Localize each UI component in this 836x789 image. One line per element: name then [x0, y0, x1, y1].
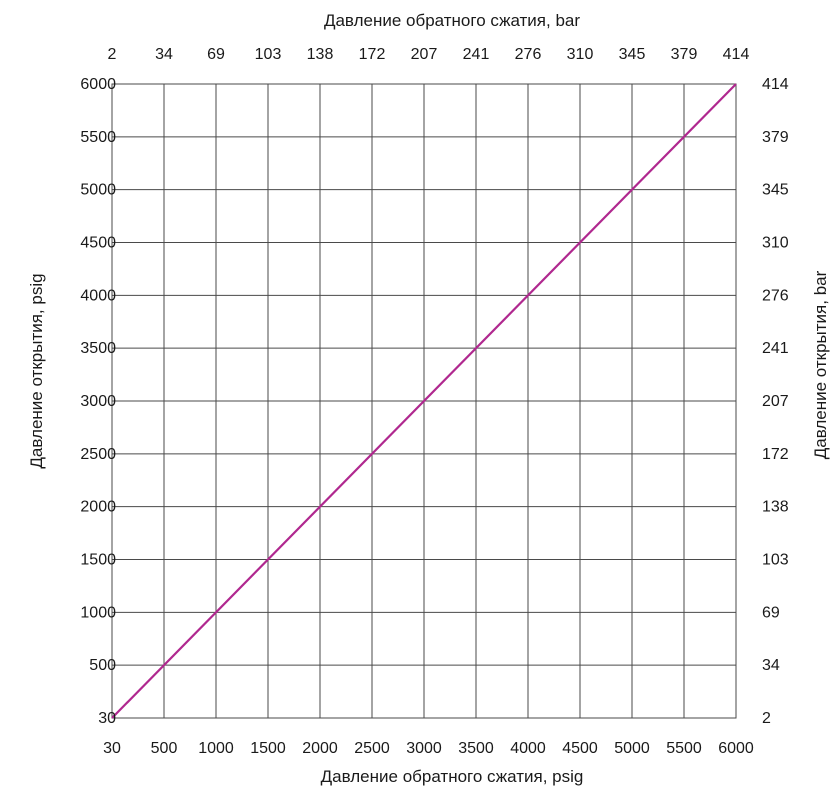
grid [112, 84, 736, 718]
x2-tick-label: 310 [567, 46, 594, 63]
x2-tick-label: 276 [515, 46, 542, 63]
y-tick-label: 30 [98, 710, 116, 727]
series-line [111, 83, 737, 719]
bottom-axis-title: Давление обратного сжатия, psig [321, 767, 584, 786]
x2-tick-label: 241 [463, 46, 490, 63]
y2-tick-label: 345 [762, 182, 789, 199]
y2-tick-label: 414 [762, 76, 789, 93]
x2-tick-label: 69 [207, 46, 225, 63]
y2-tick-label: 241 [762, 340, 789, 357]
x2-tick-label: 103 [255, 46, 282, 63]
y2-tick-label: 2 [762, 710, 771, 727]
top-axis-title: Давление обратного сжатия, bar [324, 11, 580, 30]
y-tick-label: 5500 [80, 129, 116, 146]
y2-tick-label: 103 [762, 552, 789, 569]
x-tick-label: 500 [151, 740, 178, 757]
x-tick-label: 4000 [510, 740, 546, 757]
series-layer [111, 83, 737, 719]
y2-tick-label: 379 [762, 129, 789, 146]
y2-tick-label: 207 [762, 393, 789, 410]
x2-tick-label: 345 [619, 46, 646, 63]
y-tick-label: 1500 [80, 552, 116, 569]
left-axis-title: Давление открытия, psig [27, 273, 46, 468]
x2-tick-label: 414 [723, 46, 750, 63]
x2-tick-label: 2 [108, 46, 117, 63]
x-tick-label: 30 [103, 740, 121, 757]
x2-tick-label: 138 [307, 46, 334, 63]
y-tick-label: 4500 [80, 235, 116, 252]
y2-tick-label: 34 [762, 657, 780, 674]
x-tick-label: 1000 [198, 740, 234, 757]
x2-tick-label: 34 [155, 46, 173, 63]
y-tick-label: 1000 [80, 604, 116, 621]
y-tick-label: 5000 [80, 182, 116, 199]
x-tick-label: 5500 [666, 740, 702, 757]
x-tick-label: 2000 [302, 740, 338, 757]
x-tick-label: 6000 [718, 740, 754, 757]
y-tick-label: 3500 [80, 340, 116, 357]
x-tick-label: 3000 [406, 740, 442, 757]
y2-tick-label: 138 [762, 499, 789, 516]
y-tick-label: 6000 [80, 76, 116, 93]
x-tick-label: 5000 [614, 740, 650, 757]
y-tick-label: 2500 [80, 446, 116, 463]
x-tick-label: 4500 [562, 740, 598, 757]
right-axis-title: Давление открытия, bar [811, 270, 830, 459]
y2-tick-label: 276 [762, 287, 789, 304]
x-tick-label: 3500 [458, 740, 494, 757]
y2-tick-label: 69 [762, 604, 780, 621]
y-tick-label: 500 [89, 657, 116, 674]
y-tick-label: 2000 [80, 499, 116, 516]
x-tick-label: 2500 [354, 740, 390, 757]
y2-tick-label: 310 [762, 235, 789, 252]
x2-tick-label: 172 [359, 46, 386, 63]
tick-labels: 30 500 1000 1500 2000 2500 3000 3500 4000 4500 500… [80, 46, 788, 757]
x2-tick-label: 379 [671, 46, 698, 63]
x2-tick-label: 207 [411, 46, 438, 63]
y-tick-label: 4000 [80, 287, 116, 304]
x-tick-label: 1500 [250, 740, 286, 757]
plot-frame [111, 83, 737, 719]
y2-tick-label: 172 [762, 446, 789, 463]
y-tick-label: 3000 [80, 393, 116, 410]
